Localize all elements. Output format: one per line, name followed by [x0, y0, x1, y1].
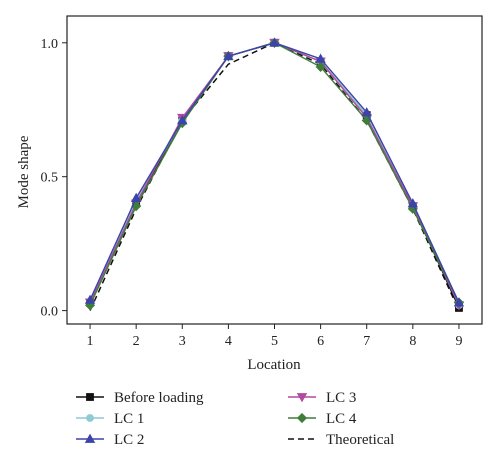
x-tick-label: 9: [455, 334, 462, 349]
legend-marker: [86, 393, 94, 401]
legend-marker: [296, 393, 308, 403]
data-point: [361, 107, 372, 117]
legend-item: LC 1: [76, 411, 144, 427]
y-axis-label: Mode shape: [16, 135, 32, 208]
legend-item: LC 2: [76, 432, 144, 448]
legend-label: LC 4: [326, 411, 357, 427]
x-tick-label: 7: [363, 334, 370, 349]
x-tick-label: 2: [133, 334, 140, 349]
x-tick-label: 1: [87, 334, 94, 349]
x-tick-label: 6: [317, 334, 324, 349]
y-tick-label: 0.0: [41, 305, 59, 320]
x-axis-label: Location: [247, 357, 301, 373]
legend-item: Before loading: [76, 390, 204, 406]
legend-label: LC 1: [114, 411, 144, 427]
data-point: [269, 37, 280, 47]
legend: Before loading LC 1 LC 2 LC 3 LC 4 Theoretica…: [76, 390, 394, 448]
series-theoretical: [89, 41, 460, 311]
legend-label: LC 3: [326, 390, 356, 406]
y-axis: 0.0 0.5 1.0: [41, 37, 67, 320]
data-point: [407, 198, 419, 208]
series-line: [89, 42, 460, 306]
legend-label: Before loading: [114, 390, 204, 406]
legend-label: LC 2: [114, 432, 144, 448]
series-lc-4: [84, 37, 465, 311]
legend-marker: [84, 433, 96, 443]
x-tick-label: 5: [271, 334, 278, 349]
data-point: [315, 61, 326, 72]
series-lc-1: [86, 38, 463, 310]
legend-item: LC 3: [288, 390, 356, 406]
series-line: [89, 41, 460, 311]
data-point: [315, 53, 326, 63]
series-line: [89, 42, 460, 309]
legend-marker: [86, 414, 94, 422]
series-line: [89, 42, 460, 306]
series-before-loading: [86, 38, 463, 312]
x-tick-label: 3: [179, 334, 186, 349]
x-tick-label: 8: [409, 334, 416, 349]
y-tick-label: 1.0: [41, 37, 59, 52]
legend-marker: [296, 412, 308, 424]
legend-item: LC 4: [288, 411, 357, 427]
series-lc-3: [84, 38, 465, 311]
plot-frame: [66, 15, 483, 325]
x-axis: 1 2 3 4 5 6 7 8 9: [87, 324, 462, 349]
y-tick-label: 0.5: [41, 171, 59, 186]
data-point: [84, 294, 96, 304]
series-line: [89, 42, 460, 303]
data-point: [130, 192, 142, 203]
data-point: [177, 115, 188, 125]
data-point: [223, 50, 234, 61]
legend-item: Theoretical: [288, 432, 394, 448]
data-point: [453, 297, 465, 307]
series-lc-2: [84, 37, 465, 307]
series-layer: [84, 37, 465, 312]
legend-label: Theoretical: [326, 432, 394, 448]
x-tick-label: 4: [225, 334, 232, 349]
series-line: [89, 42, 460, 306]
